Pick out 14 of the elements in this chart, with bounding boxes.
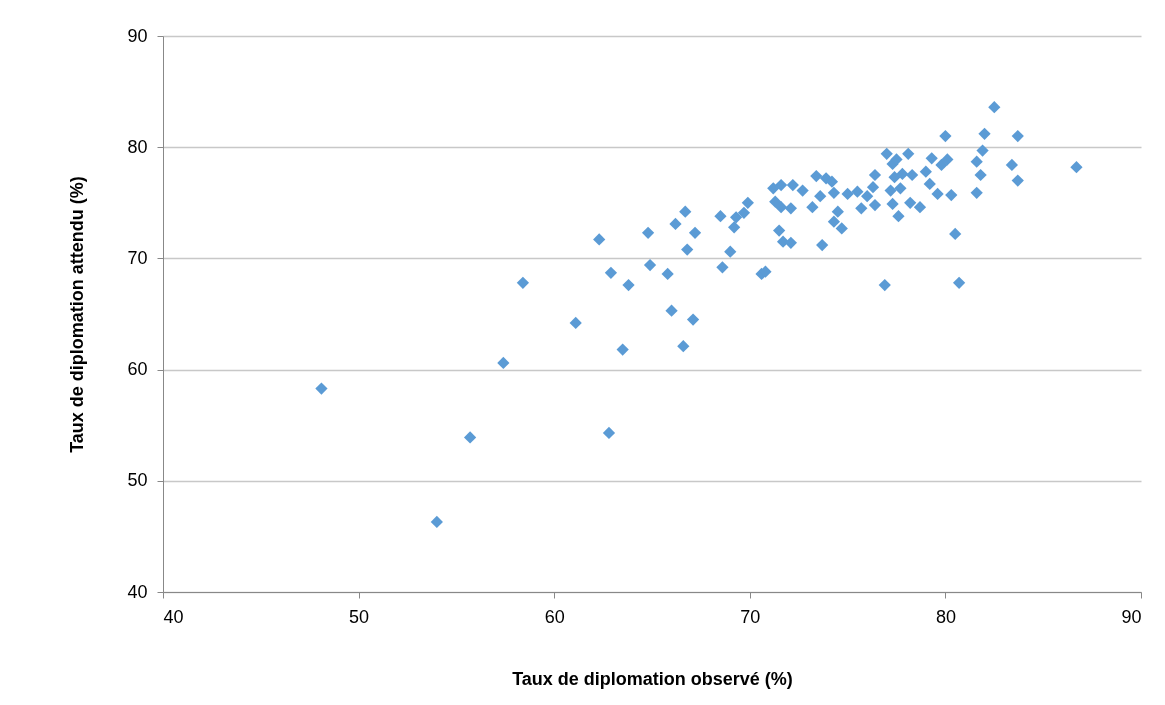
x-tick-label: 50 <box>349 606 370 627</box>
y-tick-label: 60 <box>127 359 148 380</box>
x-tick-label: 40 <box>163 606 184 627</box>
y-axis-title: Taux de diplomation attendu (%) <box>67 176 88 453</box>
x-tick-label: 70 <box>740 606 761 627</box>
x-tick-label: 60 <box>544 606 565 627</box>
x-tick-label: 80 <box>935 606 956 627</box>
x-tick-label: 90 <box>1121 606 1142 627</box>
y-tick-label: 80 <box>127 136 148 157</box>
x-axis-title: Taux de diplomation observé (%) <box>512 668 793 689</box>
y-tick-label: 40 <box>127 581 148 602</box>
y-tick-label: 50 <box>127 470 148 491</box>
y-tick-label: 90 <box>127 25 148 46</box>
y-tick-label: 70 <box>127 247 148 268</box>
